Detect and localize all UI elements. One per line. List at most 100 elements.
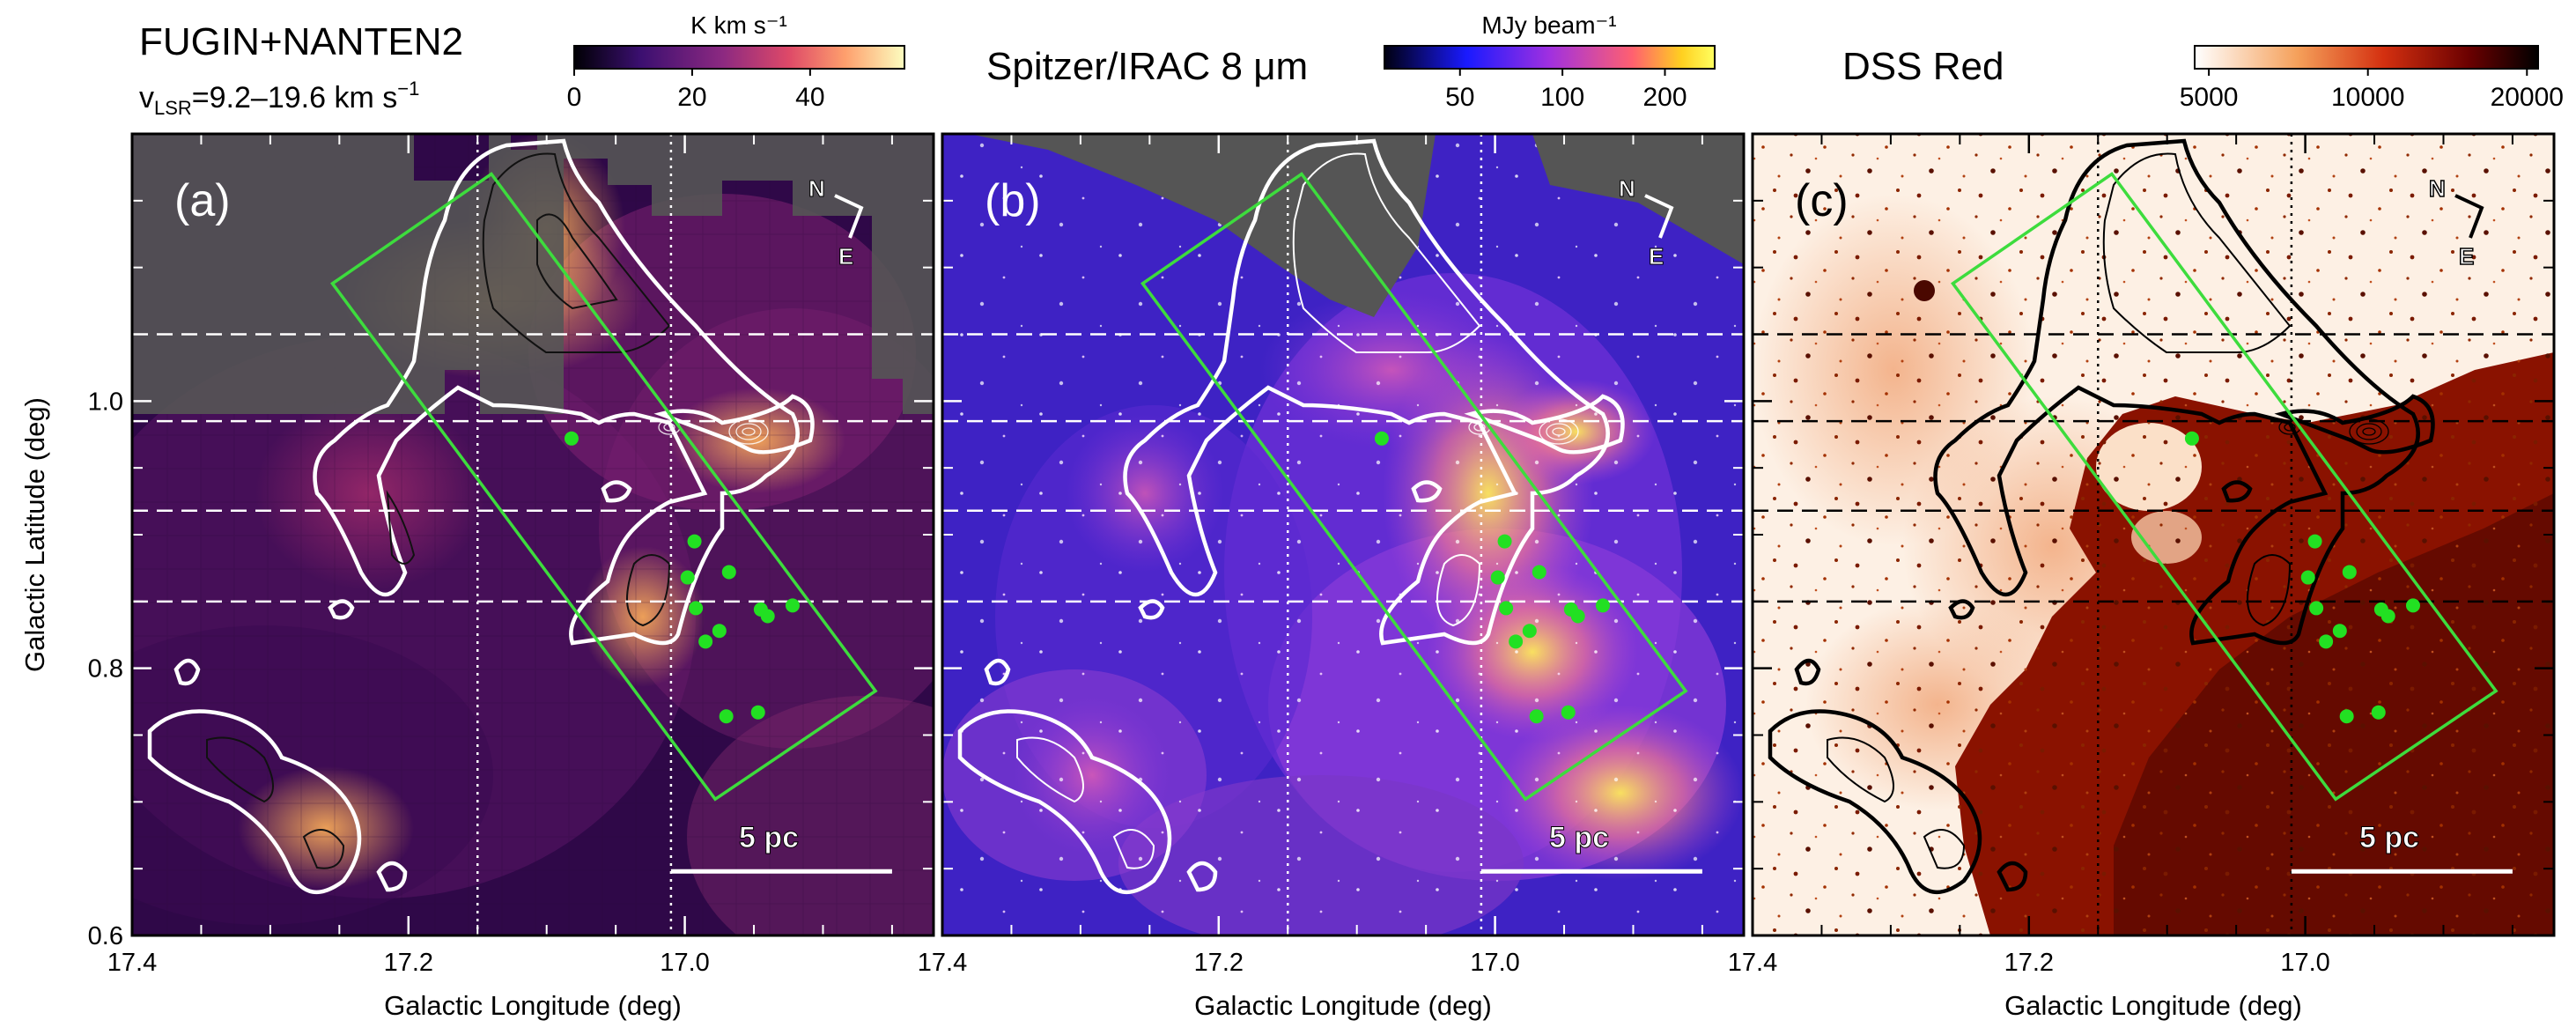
panel-a-frame <box>130 132 935 937</box>
colorbar-b-unit: MJy beam⁻¹ <box>1481 11 1616 39</box>
colorbar-a-unit: K km s⁻¹ <box>690 11 787 39</box>
panel-b-image <box>942 134 1744 935</box>
x-tick-label-a-0: 17.4 <box>107 949 157 977</box>
dataset-a-velocity: vLSR=9.2–19.6 km s−1 <box>139 78 419 119</box>
panel-b <box>942 134 1744 935</box>
source-marker-c-0 <box>2184 431 2199 446</box>
compass-b-e: E <box>1649 243 1664 270</box>
x-tick-label-b-0: 17.4 <box>918 949 967 977</box>
source-marker-b-10 <box>1529 709 1544 724</box>
colorbar-a-tick-label-0: 0 <box>567 83 582 112</box>
source-marker-b-11 <box>1561 705 1576 720</box>
region-rectangle-a <box>330 172 878 802</box>
region-rectangle-b <box>1140 172 1688 802</box>
y-tick-label-a-1: 0.8 <box>88 655 123 684</box>
source-marker-c-3 <box>2342 565 2357 580</box>
colorbar-c-tick-label-1: 10000 <box>2331 83 2404 112</box>
panel-c-image <box>1753 134 2554 935</box>
panel-b-no-data-mask <box>969 134 1436 317</box>
source-marker-c-11 <box>2371 705 2386 720</box>
panel-c-frame <box>1751 132 2556 937</box>
panel-a-image <box>132 134 934 935</box>
region-rectangle-c <box>1951 172 2498 802</box>
x-tick-label-c-0: 17.4 <box>1728 949 1777 977</box>
source-marker-b-6 <box>1595 598 1610 613</box>
compass-c-e: E <box>2459 243 2474 270</box>
source-marker-c-10 <box>2339 709 2354 724</box>
source-marker-c-7 <box>2380 609 2395 624</box>
y-tick-label-a-0: 0.6 <box>88 922 123 950</box>
panel-a-label: (a) <box>174 175 231 226</box>
ylabel-a: Galactic Latitude (deg) <box>19 397 50 672</box>
colorbar-b-tick-label-0: 50 <box>1445 83 1474 112</box>
source-marker-c-8 <box>2332 624 2347 639</box>
source-marker-b-7 <box>1570 609 1585 624</box>
panel-b-overlays: 17.4 17.2 17.0 <box>918 134 1744 977</box>
source-marker-c-4 <box>2309 601 2324 616</box>
source-marker-a-2 <box>680 570 695 585</box>
colorbar-a-tick-label-1: 20 <box>677 83 706 112</box>
colorbar-b: 50 100 200 <box>1384 45 1716 112</box>
source-marker-b-4 <box>1499 601 1514 616</box>
source-marker-c-1 <box>2307 534 2322 549</box>
source-marker-a-11 <box>750 705 765 720</box>
compass-c-arrows <box>2454 194 2484 239</box>
source-marker-a-6 <box>785 598 800 613</box>
scalebar-b-label: 5 pc <box>1549 821 1609 854</box>
dataset-c-title: DSS Red <box>1842 45 2004 88</box>
source-marker-b-2 <box>1490 570 1505 585</box>
panel-b-label: (b) <box>985 175 1041 226</box>
x-tick-label-a-1: 17.2 <box>384 949 433 977</box>
x-tick-label-b-2: 17.0 <box>1470 949 1519 977</box>
x-tick-label-c-1: 17.2 <box>2004 949 2054 977</box>
panel-a-no-data-mask <box>132 134 934 414</box>
source-marker-a-3 <box>721 565 736 580</box>
compass-c: N E <box>2428 174 2484 270</box>
x-tick-label-c-2: 17.0 <box>2280 949 2329 977</box>
colorbar-c-gradient <box>2194 45 2539 70</box>
xlabel-b: Galactic Longitude (deg) <box>1194 990 1492 1021</box>
xlabel-c: Galactic Longitude (deg) <box>2004 990 2302 1021</box>
overlays: 17.4 17.2 17.00.60.81.017.4 17.2 17.0 17.4 17.… <box>88 134 2554 977</box>
colorbar-b-tick-label-1: 100 <box>1540 83 1584 112</box>
source-marker-c-6 <box>2405 598 2420 613</box>
compass-c-n: N <box>2429 175 2446 202</box>
dataset-b-title: Spitzer/IRAC 8 μm <box>986 45 1308 88</box>
x-tick-label-b-1: 17.2 <box>1194 949 1244 977</box>
source-marker-a-9 <box>698 634 713 649</box>
compass-a-n: N <box>808 175 825 202</box>
colorbar-c-tick-label-2: 20000 <box>2491 83 2564 112</box>
panel-c-label: (c) <box>1795 175 1849 226</box>
compass-b-n: N <box>1619 175 1635 202</box>
source-marker-a-1 <box>687 534 702 549</box>
source-marker-b-0 <box>1374 431 1389 446</box>
source-marker-a-7 <box>760 609 775 624</box>
source-marker-b-1 <box>1497 534 1512 549</box>
compass-a-e: E <box>838 243 853 270</box>
colorbar-a-tick-label-2: 40 <box>795 83 824 112</box>
dataset-a-title: FUGIN+NANTEN2 <box>139 20 463 63</box>
panel-c-overlays: 17.4 17.2 17.0 <box>1728 134 2554 977</box>
colorbar-b-gradient <box>1384 45 1716 70</box>
colorbar-a: 0 20 40 <box>567 45 905 112</box>
colorbar-c-tick-label-0: 5000 <box>2180 83 2239 112</box>
source-marker-b-8 <box>1522 624 1537 639</box>
scalebar-a-label: 5 pc <box>739 821 799 854</box>
compass-a-arrows <box>834 194 864 239</box>
compass-b: N E <box>1619 175 1674 270</box>
compass-b-arrows <box>1644 194 1674 239</box>
source-marker-c-9 <box>2319 634 2334 649</box>
x-tick-label-a-2: 17.0 <box>660 949 709 977</box>
colorbar-b-tick-label-2: 200 <box>1642 83 1687 112</box>
colorbar-a-gradient <box>573 45 905 70</box>
panel-b-frame <box>941 132 1746 937</box>
source-marker-c-2 <box>2300 570 2315 585</box>
scalebar-c-label: 5 pc <box>2359 821 2419 854</box>
compass-a: N E <box>808 175 864 270</box>
source-marker-b-9 <box>1509 634 1524 649</box>
source-marker-a-8 <box>712 624 727 639</box>
y-tick-label-a-2: 1.0 <box>88 388 123 416</box>
colorbar-c: 5000 10000 20000 <box>2180 45 2564 112</box>
source-marker-b-3 <box>1532 565 1546 580</box>
